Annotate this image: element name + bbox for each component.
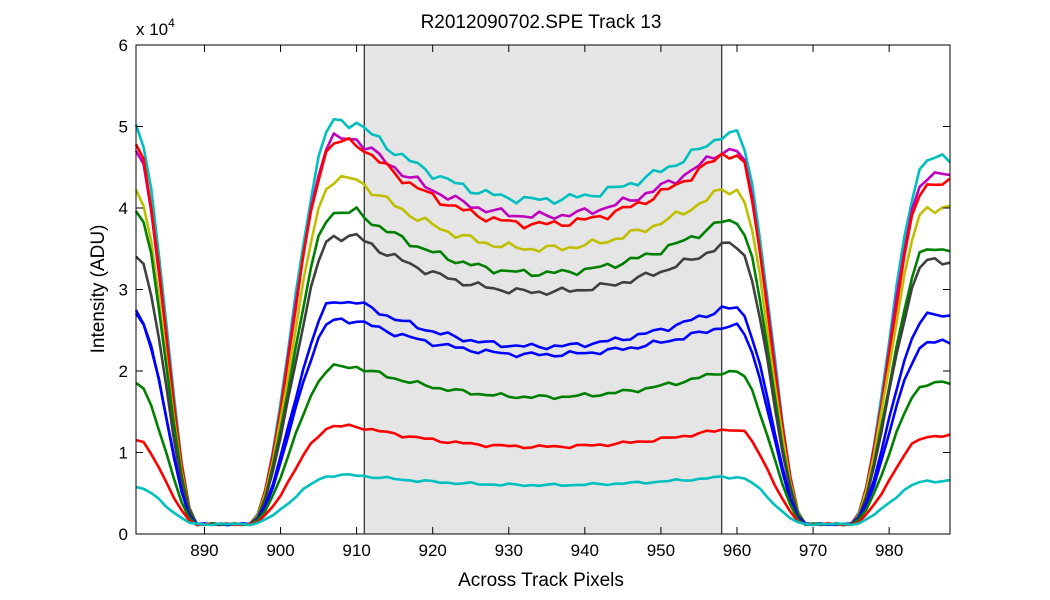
shaded-region <box>364 45 722 534</box>
x-tick-label: 890 <box>190 541 218 560</box>
y-exponent: 4 <box>168 16 175 30</box>
x-tick-label: 960 <box>723 541 751 560</box>
series-line <box>135 473 951 527</box>
x-tick-label: 970 <box>799 541 827 560</box>
y-tick-label: 0 <box>119 525 128 544</box>
x-tick-label: 920 <box>419 541 447 560</box>
y-tick-label: 2 <box>119 362 128 381</box>
x-axis-title: Across Track Pixels <box>458 570 624 591</box>
x-tick-label: 950 <box>647 541 675 560</box>
x-tick-label: 910 <box>342 541 370 560</box>
y-tick-label: 5 <box>119 118 128 137</box>
x-tick-label: 930 <box>495 541 523 560</box>
x-tick-label: 900 <box>266 541 294 560</box>
x-tick-label: 940 <box>571 541 599 560</box>
y-tick-label: 3 <box>119 281 128 300</box>
chart-title: R2012090702.SPE Track 13 <box>421 12 662 33</box>
y-tick-label: 1 <box>119 444 128 463</box>
x-tick-label: 980 <box>875 541 903 560</box>
y-axis-title: Intensity (ADU) <box>88 225 109 354</box>
y-tick-label: 6 <box>119 36 128 55</box>
y-exponent-label: x 104 <box>136 16 175 39</box>
y-tick-label: 4 <box>119 199 128 218</box>
